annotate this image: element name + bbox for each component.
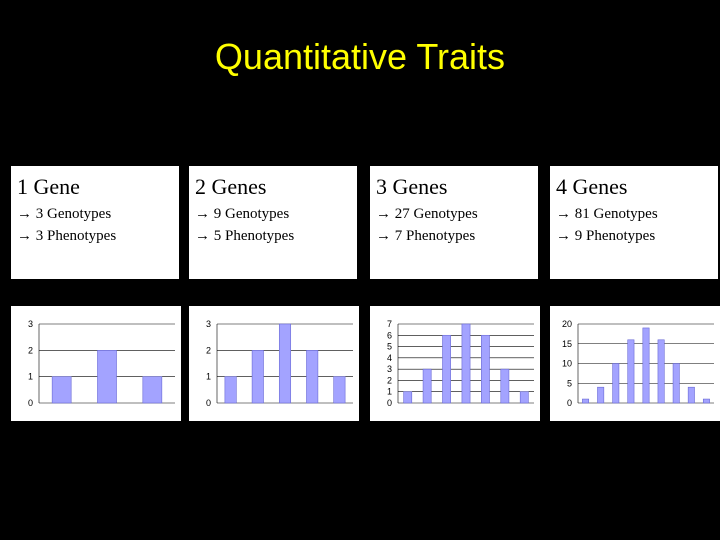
y-tick-label-0: 0 <box>387 398 392 408</box>
y-tick-label-1: 1 <box>28 372 33 382</box>
genotypes-text: 81 Genotypes <box>574 206 658 222</box>
bar-6 <box>672 363 680 404</box>
y-tick-label-0: 0 <box>567 398 572 408</box>
arrow-right-icon: → <box>195 206 210 222</box>
phenotypes-text: 3 Phenotypes <box>35 228 117 244</box>
page-title: Quantitative Traits <box>214 36 506 77</box>
phenotypes-line: → 3 Phenotypes <box>17 228 116 245</box>
y-tick-label-2: 2 <box>206 345 211 355</box>
bar-2 <box>278 323 292 404</box>
histogram-4-svg: 0 5 10 15 20 <box>562 319 714 408</box>
bar-0 <box>582 398 590 404</box>
arrow-right-icon: → <box>556 228 571 244</box>
y-tick-label-3: 3 <box>28 319 33 329</box>
panel-3-genes: 3 Genes → 27 Genotypes → 7 Phenotypes <box>370 166 538 279</box>
y-tick-label-4: 20 <box>562 319 572 329</box>
bar-0 <box>403 391 413 404</box>
bar-3 <box>306 350 319 404</box>
panel-4-genes: 4 Genes → 81 Genotypes → 9 Phenotypes <box>550 166 718 279</box>
bar-4 <box>642 327 650 404</box>
arrow-right-icon: → <box>376 206 391 222</box>
phenotypes-text: 5 Phenotypes <box>213 228 295 244</box>
panel-gene-count: 3 Genes <box>376 174 448 199</box>
genotypes-text: 3 Genotypes <box>35 206 112 222</box>
bar-5 <box>500 368 510 404</box>
bar-1 <box>97 350 117 404</box>
phenotypes-line: → 7 Phenotypes <box>376 228 475 245</box>
phenotypes-text: 7 Phenotypes <box>394 228 476 244</box>
panel-gene-count: 2 Genes <box>195 174 267 199</box>
y-tick-label-5: 5 <box>387 342 392 352</box>
histogram-2: 0 1 2 3 <box>189 306 359 421</box>
arrow-right-icon: → <box>17 206 32 222</box>
arrow-right-icon: → <box>556 206 571 222</box>
bar-3 <box>627 339 635 404</box>
bar-0 <box>51 376 72 404</box>
bar-7 <box>687 386 695 404</box>
histogram-1-svg: 0 1 2 3 <box>28 319 175 408</box>
panel-gene-count: 4 Genes <box>556 174 628 199</box>
histogram-4: 0 5 10 15 20 <box>550 306 720 421</box>
y-tick-label-2: 2 <box>387 375 392 385</box>
genotypes-text: 9 Genotypes <box>213 206 290 222</box>
phenotypes-line: → 5 Phenotypes <box>195 228 294 245</box>
phenotypes-text: 9 Phenotypes <box>574 228 656 244</box>
y-tick-label-3: 3 <box>206 319 211 329</box>
panel-gene-count: 1 Gene <box>17 174 80 199</box>
y-tick-label-2: 2 <box>28 345 33 355</box>
bar-6 <box>519 391 529 404</box>
bar-5 <box>657 339 665 404</box>
bar-0 <box>224 376 237 404</box>
bar-4 <box>481 334 490 404</box>
bar-2 <box>142 376 163 404</box>
y-tick-label-3: 15 <box>562 339 572 349</box>
bar-2 <box>612 363 620 404</box>
bar-4 <box>333 376 346 404</box>
bar-3 <box>461 323 471 404</box>
genotypes-line: → 9 Genotypes <box>195 206 289 223</box>
bar-1 <box>422 368 432 404</box>
phenotypes-line: → 9 Phenotypes <box>556 228 655 245</box>
arrow-right-icon: → <box>17 228 32 244</box>
bar-1 <box>251 350 264 404</box>
bar-2 <box>442 334 451 404</box>
bar-8 <box>702 398 710 404</box>
genotypes-line: → 27 Genotypes <box>376 206 478 223</box>
genotypes-text: 27 Genotypes <box>394 206 478 222</box>
y-tick-label-4: 4 <box>387 353 392 363</box>
genotypes-line: → 3 Genotypes <box>17 206 111 223</box>
y-tick-label-1: 1 <box>387 387 392 397</box>
y-tick-label-6: 6 <box>387 330 392 340</box>
y-tick-label-2: 10 <box>562 359 572 369</box>
y-tick-label-0: 0 <box>206 398 211 408</box>
arrow-right-icon: → <box>376 228 391 244</box>
bar-1 <box>597 386 605 404</box>
y-tick-label-3: 3 <box>387 364 392 374</box>
y-tick-label-7: 7 <box>387 319 392 329</box>
panel-2-genes: 2 Genes → 9 Genotypes → 5 Phenotypes <box>189 166 357 279</box>
arrow-right-icon: → <box>195 228 210 244</box>
panel-1-gene: 1 Gene → 3 Genotypes → 3 Phenotypes <box>11 166 179 279</box>
y-tick-label-0: 0 <box>28 398 33 408</box>
y-tick-label-1: 5 <box>567 378 572 388</box>
genotypes-line: → 81 Genotypes <box>556 206 658 223</box>
histogram-1: 0 1 2 3 <box>11 306 181 421</box>
y-tick-label-1: 1 <box>206 372 211 382</box>
histogram-2-svg: 0 1 2 3 <box>206 319 353 408</box>
